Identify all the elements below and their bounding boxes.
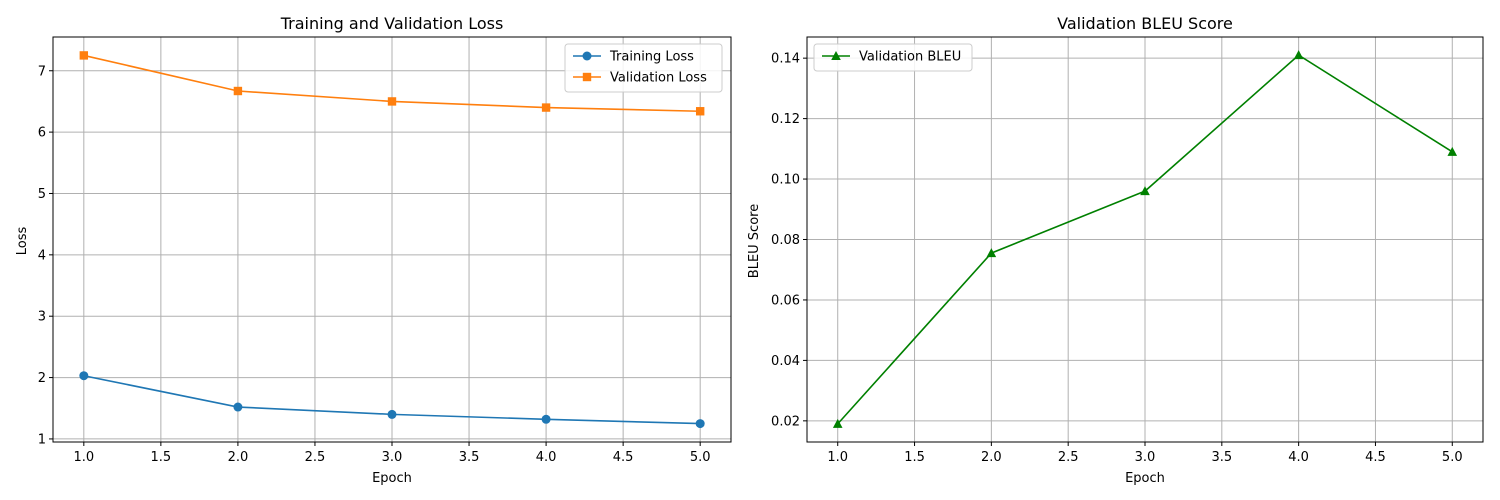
legend-box: [564, 43, 723, 93]
series-validation-loss: [79, 51, 705, 116]
x-tick-label: 3.5: [459, 450, 480, 465]
x-tick-label: 2.5: [1058, 450, 1079, 465]
y-tick-label: 0.14: [771, 52, 800, 67]
data-point: [387, 409, 397, 419]
x-tick-label: 3.5: [1211, 450, 1232, 465]
x-tick-label: 2.0: [981, 450, 1002, 465]
legend-label: Validation Loss: [610, 71, 707, 86]
x-tick-label: 5.0: [1442, 450, 1463, 465]
y-tick-label: 0.08: [771, 233, 800, 248]
data-point: [233, 402, 243, 412]
legend-entry-validation-loss: Validation Loss: [573, 71, 707, 86]
data-point: [695, 419, 705, 429]
legend-swatch-marker: [582, 72, 592, 82]
y-tick-label: 0.12: [771, 112, 800, 127]
legend-label: Training Loss: [609, 50, 694, 65]
y-tick-label: 0.10: [771, 173, 800, 188]
legend-entry-training-loss: Training Loss: [573, 50, 694, 65]
grid: [807, 37, 1483, 442]
data-point: [387, 97, 397, 106]
data-point: [695, 107, 705, 116]
data-point: [1140, 186, 1150, 196]
legend-swatch-marker: [582, 51, 592, 61]
y-tick-label: 4: [38, 248, 46, 263]
x-tick-label: 1.5: [151, 450, 172, 465]
x-axis-label: Epoch: [372, 471, 412, 486]
data-point: [832, 418, 843, 428]
series-validation-bleu: [832, 50, 1458, 428]
legend: Training Loss Validation Loss: [564, 43, 723, 93]
x-tick-label: 3.0: [382, 450, 403, 465]
data-point: [79, 371, 89, 381]
legend-label: Validation BLEU: [859, 50, 961, 65]
x-tick-label: 5.0: [690, 450, 711, 465]
y-tick-label: 3: [38, 310, 46, 325]
y-tick-label: 1: [38, 432, 46, 447]
x-tick-label: 4.0: [1288, 450, 1309, 465]
plot-frame: [52, 36, 732, 443]
y-tick-label: 6: [38, 126, 46, 141]
legend-box: [813, 43, 973, 72]
x-tick-label: 4.5: [613, 450, 634, 465]
data-point: [541, 414, 551, 424]
x-tick-label: 1.0: [827, 450, 848, 465]
y-tick-label: 0.06: [771, 293, 800, 308]
data-point: [1447, 146, 1458, 156]
series-training-loss: [79, 371, 705, 429]
data-point: [79, 51, 89, 60]
data-point: [233, 86, 243, 96]
y-tick-label: 7: [38, 64, 46, 79]
legend: Validation BLEU: [813, 43, 973, 72]
chart-title: Training and Validation Loss: [280, 14, 504, 33]
data-point: [541, 103, 551, 112]
plot-frame: [806, 36, 1484, 443]
chart-title: Validation BLEU Score: [1057, 14, 1233, 33]
y-tick-label: 2: [38, 371, 46, 386]
x-axis-label: Epoch: [1125, 471, 1165, 486]
y-axis-label: BLEU Score: [747, 204, 762, 278]
x-tick-label: 2.0: [228, 450, 249, 465]
x-tick-label: 1.5: [904, 450, 925, 465]
y-tick-label: 0.02: [771, 414, 800, 429]
x-tick-label: 1.0: [73, 450, 94, 465]
x-tick-label: 2.5: [305, 450, 326, 465]
y-tick-label: 0.04: [771, 354, 800, 369]
loss-chart: Training and Validation Loss Epoch Loss …: [15, 14, 732, 486]
x-tick-label: 4.0: [536, 450, 557, 465]
data-point: [986, 248, 997, 258]
y-axis-label: Loss: [15, 227, 30, 256]
x-tick-label: 4.5: [1365, 450, 1386, 465]
data-point: [1293, 50, 1304, 60]
x-tick-label: 3.0: [1135, 450, 1156, 465]
y-tick-label: 5: [38, 187, 46, 202]
legend-entry-validation-bleu: Validation BLEU: [822, 50, 961, 65]
bleu-chart: Validation BLEU Score Epoch BLEU Score 1…: [747, 14, 1484, 486]
legend-swatch-marker: [831, 51, 841, 60]
